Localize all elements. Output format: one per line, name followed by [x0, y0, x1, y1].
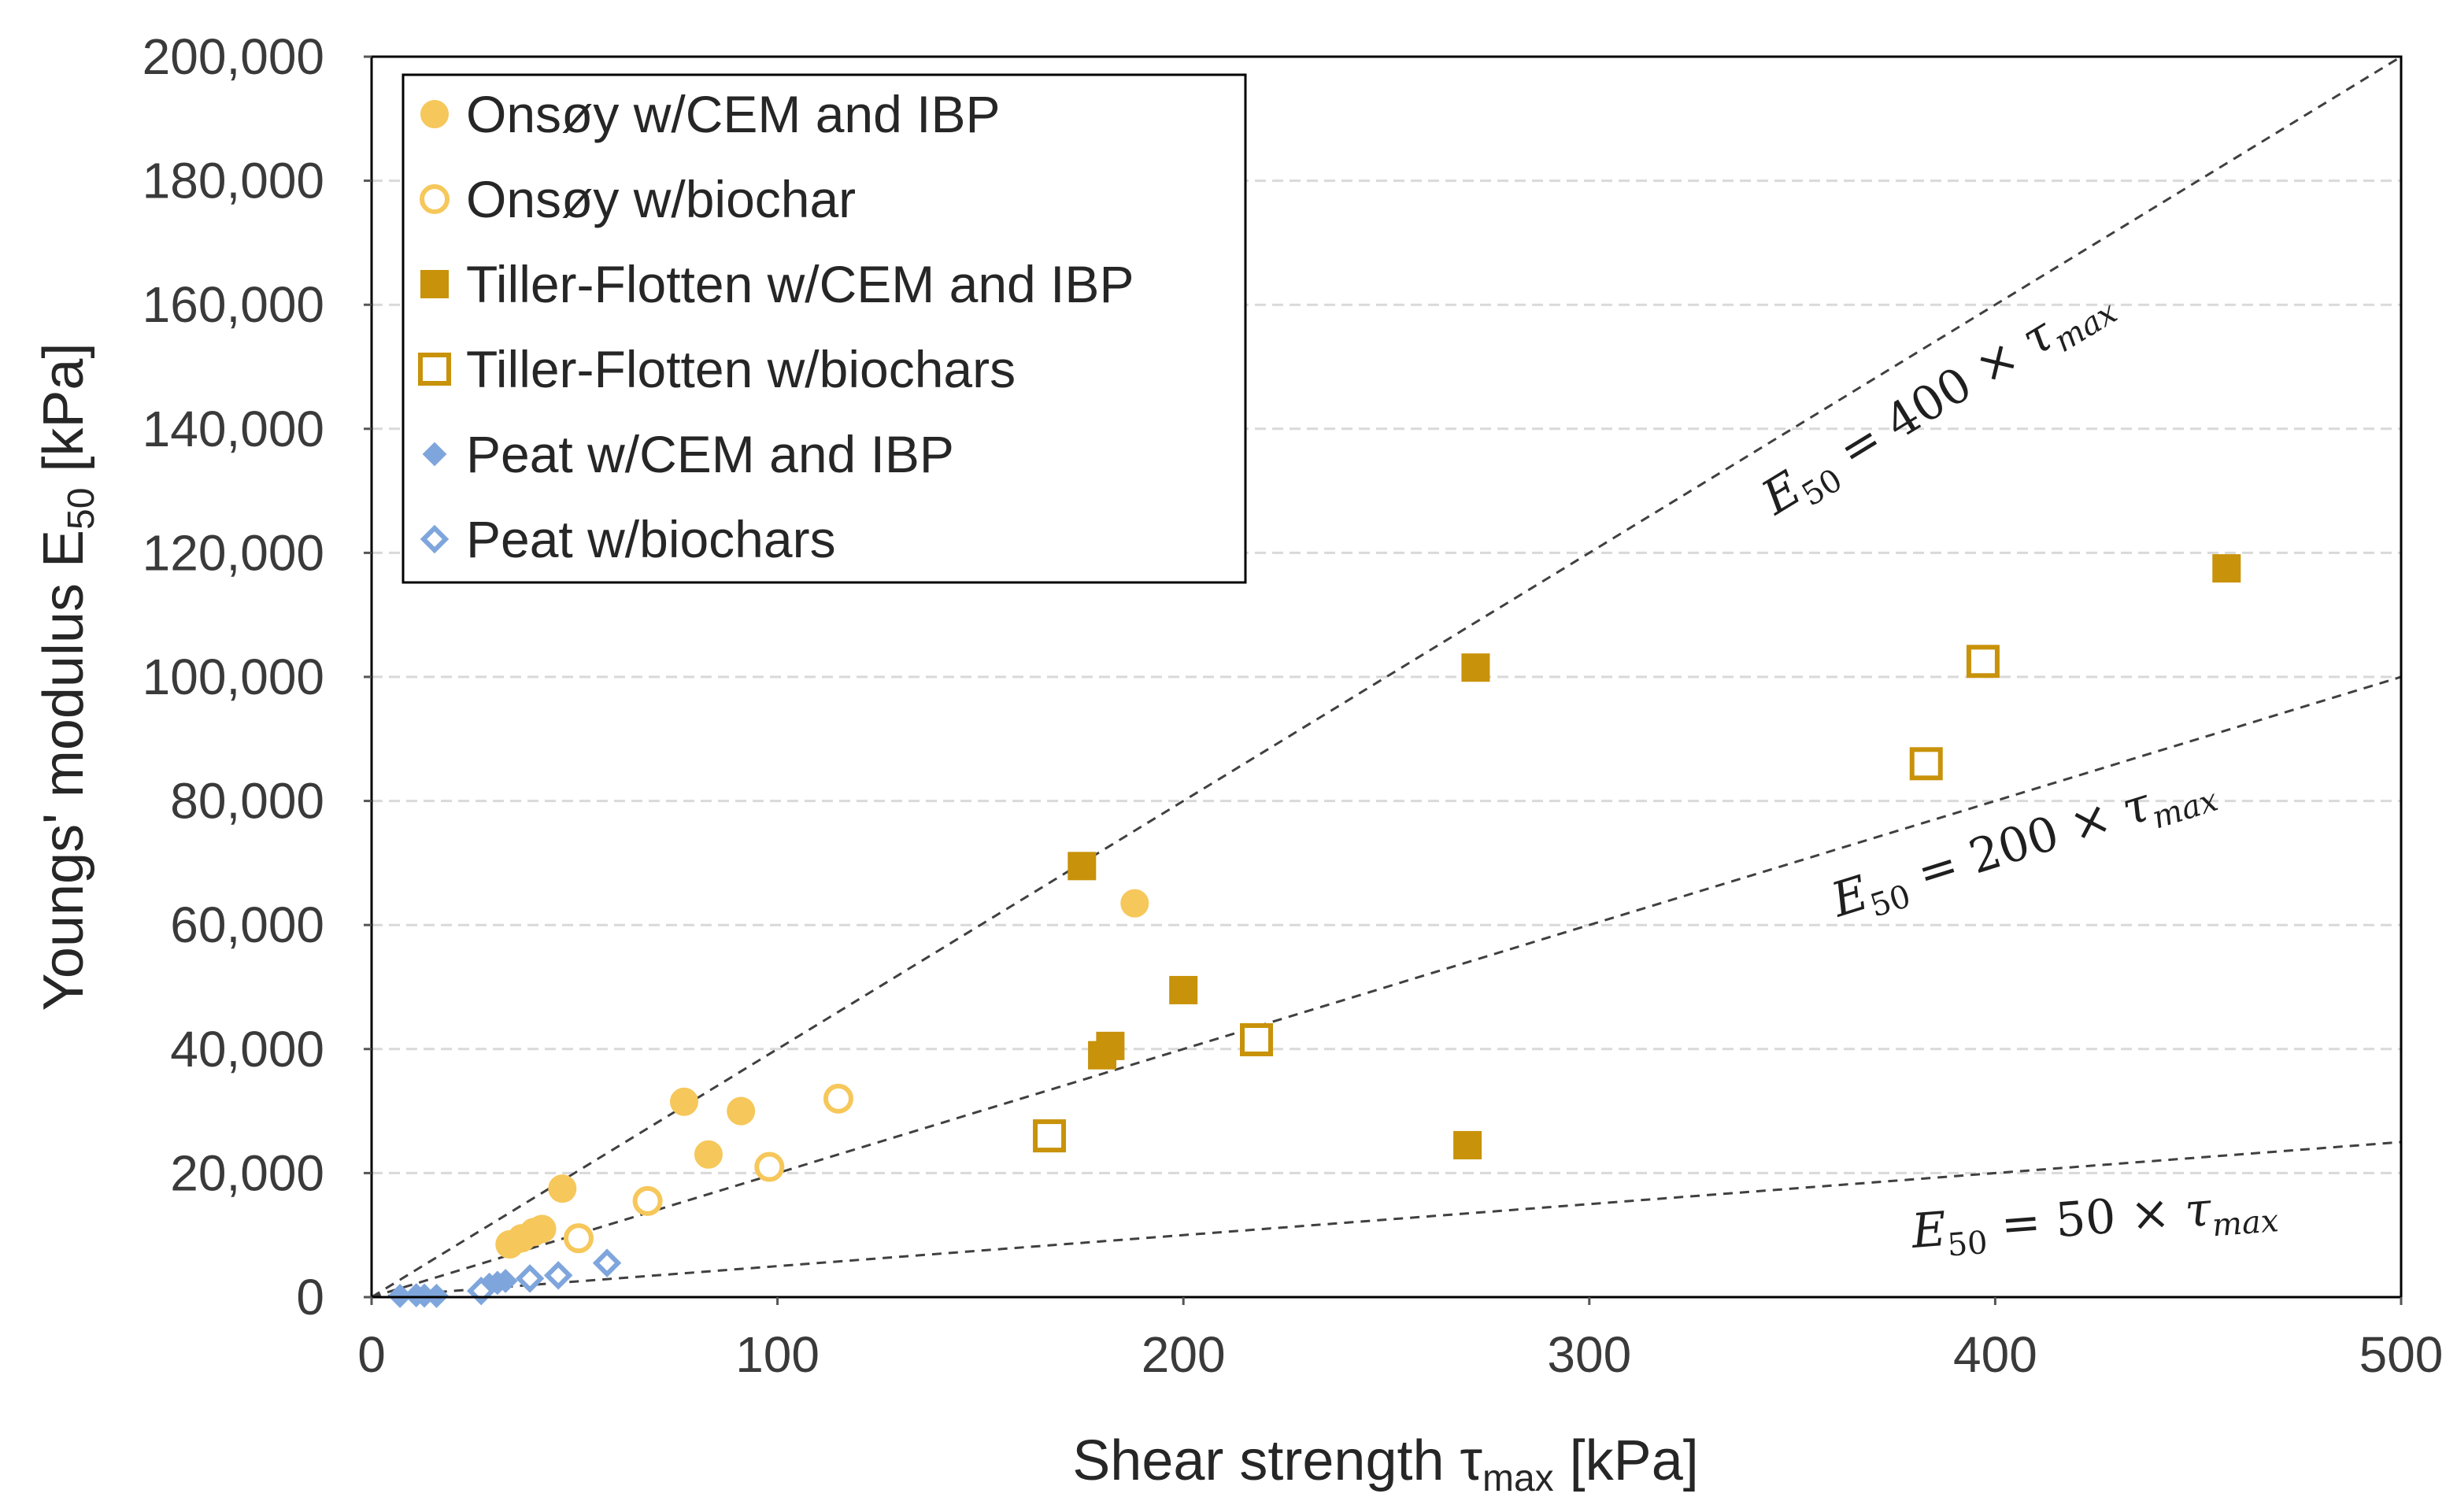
data-point	[632, 1185, 663, 1216]
annot-50-tau-sub: max	[2211, 1203, 2280, 1244]
legend-label: Onsøy w/CEM and IBP	[466, 85, 1001, 143]
y-tick-label: 180,000	[142, 153, 324, 209]
data-point	[424, 1284, 449, 1308]
data-point	[1453, 1130, 1482, 1159]
data-point	[548, 1174, 577, 1203]
data-point	[1068, 852, 1097, 881]
legend-box	[401, 73, 1247, 584]
annot-50-lhs-sub: 50	[1946, 1225, 1989, 1264]
annot-50-lhs: E	[1909, 1202, 1948, 1259]
data-point	[1461, 653, 1490, 682]
y-tick-label: 0	[296, 1269, 324, 1325]
y-axis-title-sub: 50	[61, 488, 102, 530]
legend-label: Onsøy w/biochar	[466, 170, 856, 228]
data-point	[754, 1152, 785, 1182]
axis-ticks: 0 100 200 300 400 500 0 20,000 40,000 60,000 80,00…	[142, 28, 2444, 1383]
legend-label: Tiller-Flotten w/biochars	[466, 340, 1016, 398]
data-point	[1096, 1031, 1125, 1060]
series-2	[1068, 554, 2241, 1159]
legend-marker	[420, 270, 449, 298]
x-tick-label: 0	[357, 1326, 386, 1383]
x-axis-title: Shear strength τmax [kPa]	[1072, 1429, 1699, 1499]
y-tick-label: 80,000	[170, 773, 324, 830]
data-point	[527, 1214, 557, 1244]
y-tick-label: 160,000	[142, 276, 324, 333]
y-tick-label: 120,000	[142, 524, 324, 581]
series-0	[495, 889, 1149, 1259]
annot-50-tau: τ	[2183, 1182, 2214, 1239]
legend-marker	[422, 442, 447, 467]
data-point	[1120, 889, 1149, 918]
data-point	[727, 1096, 756, 1126]
data-point	[823, 1083, 853, 1114]
series-3	[1033, 645, 2000, 1153]
legend: Onsøy w/CEM and IBP Onsøy w/biochar Tiller…	[401, 73, 1247, 584]
legend-marker	[418, 353, 451, 386]
x-axis-title-unit: [kPa]	[1554, 1429, 1699, 1492]
x-axis-title-main: Shear strength τ	[1072, 1429, 1482, 1492]
y-tick-label: 200,000	[142, 28, 324, 85]
x-tick-label: 200	[1142, 1326, 1226, 1383]
y-axis-title: Youngs' modulus E50 [kPa]	[32, 343, 102, 1011]
reference-lines	[371, 55, 2402, 1299]
data-point	[2212, 554, 2241, 583]
x-tick-label: 300	[1547, 1326, 1631, 1383]
data-point	[1966, 645, 2000, 678]
series-1	[563, 1083, 853, 1254]
data-point	[670, 1087, 699, 1116]
legend-items: Onsøy w/CEM and IBP Onsøy w/biochar Tiller…	[418, 85, 1134, 568]
reference-line-50	[371, 1140, 2402, 1299]
y-tick-label: 60,000	[170, 896, 324, 953]
legend-marker	[420, 100, 449, 128]
y-tick-label: 40,000	[170, 1021, 324, 1078]
reference-line-200	[371, 675, 2402, 1299]
data-point	[1033, 1119, 1067, 1153]
data-point	[592, 1248, 622, 1277]
data-point	[1909, 747, 1943, 781]
y-tick-label: 140,000	[142, 401, 324, 457]
x-tick-label: 500	[2359, 1326, 2444, 1383]
x-tick-label: 400	[1953, 1326, 2037, 1383]
y-axis-title-main: Youngs' modulus E	[32, 530, 95, 1011]
legend-marker	[420, 524, 450, 554]
x-axis-title-sub: max	[1482, 1458, 1554, 1499]
data-point	[515, 1264, 545, 1293]
legend-label: Tiller-Flotten w/CEM and IBP	[466, 255, 1134, 313]
y-tick-label: 100,000	[142, 649, 324, 705]
data-points	[387, 554, 2241, 1308]
data-point	[493, 1269, 518, 1293]
y-axis-title-unit: [kPa]	[32, 343, 95, 488]
data-point	[1240, 1022, 1274, 1056]
x-tick-label: 100	[735, 1326, 820, 1383]
data-point	[1169, 975, 1198, 1004]
data-point	[694, 1140, 723, 1169]
y-tick-label: 20,000	[170, 1144, 324, 1201]
data-point	[563, 1223, 594, 1254]
legend-label: Peat w/biochars	[466, 510, 836, 568]
legend-label: Peat w/CEM and IBP	[466, 425, 954, 483]
legend-marker	[420, 184, 450, 214]
data-point	[543, 1261, 573, 1290]
